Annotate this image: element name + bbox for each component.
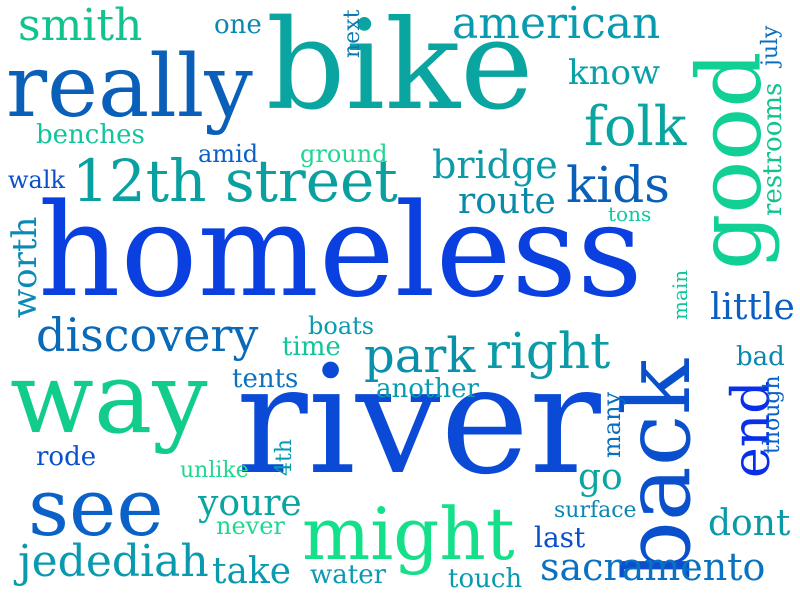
- word-restrooms: restrooms: [758, 82, 788, 216]
- word-ground: ground: [300, 140, 388, 168]
- word-homeless: homeless: [38, 177, 643, 326]
- word-unlike: unlike: [180, 458, 249, 483]
- word-12th-street: 12th street: [72, 147, 398, 215]
- word-benches: benches: [36, 120, 145, 150]
- word-know: know: [568, 53, 661, 93]
- word-next: next: [340, 9, 365, 58]
- word-dont: dont: [708, 503, 791, 544]
- word-little: little: [710, 287, 795, 328]
- word-route: route: [458, 181, 556, 222]
- word-tents: tents: [232, 364, 299, 394]
- word-bike: bike: [266, 0, 534, 138]
- word-kids: kids: [566, 156, 670, 214]
- word-folk: folk: [584, 95, 687, 158]
- word-bridge: bridge: [432, 143, 558, 187]
- word-walk: walk: [8, 166, 66, 194]
- word-many: many: [598, 391, 626, 458]
- word-see: see: [28, 461, 164, 554]
- word-tons: tons: [608, 202, 652, 226]
- word-river: river: [236, 334, 601, 508]
- word-july: july: [758, 25, 783, 66]
- word-way: way: [10, 342, 208, 456]
- word-smith: smith: [18, 0, 143, 51]
- word-right: right: [486, 322, 611, 380]
- word-4th: 4th: [272, 438, 297, 476]
- word-one: one: [214, 10, 262, 40]
- word-park: park: [364, 328, 476, 384]
- word-another: another: [376, 374, 479, 404]
- word-might: might: [302, 492, 515, 576]
- word-bad: bad: [736, 342, 785, 372]
- word-jedediah: jedediah: [18, 536, 209, 587]
- word-really: really: [6, 37, 253, 137]
- word-water: water: [310, 560, 387, 590]
- word-boats: boats: [308, 312, 375, 340]
- word-take: take: [212, 551, 292, 592]
- word-never: never: [216, 512, 285, 540]
- word-amid: amid: [198, 140, 259, 168]
- word-youre: youre: [198, 483, 302, 524]
- word-main: main: [668, 269, 692, 320]
- word-go: go: [578, 457, 623, 498]
- word-sacramento: sacramento: [540, 545, 766, 589]
- word-time: time: [282, 332, 341, 362]
- word-worth: worth: [5, 216, 45, 318]
- word-though: though: [760, 375, 785, 454]
- word-american: american: [452, 0, 661, 49]
- word-discovery: discovery: [36, 308, 259, 362]
- word-rode: rode: [36, 442, 97, 472]
- word-surface: surface: [554, 498, 637, 523]
- word-last: last: [534, 521, 586, 554]
- word-touch: touch: [448, 564, 523, 594]
